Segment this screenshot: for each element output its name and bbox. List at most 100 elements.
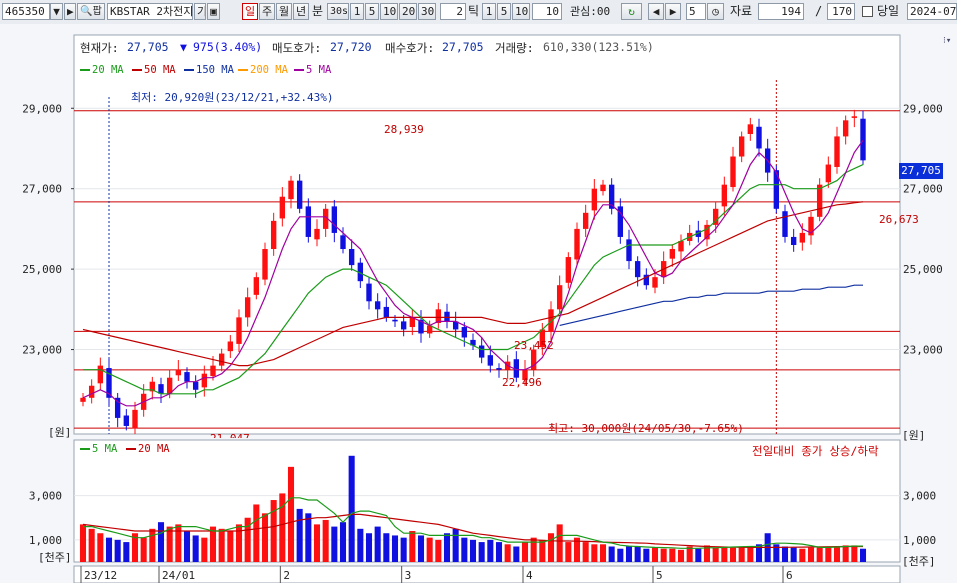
- scroll-left-icon[interactable]: ◀: [648, 3, 664, 20]
- volume-bar: [270, 500, 277, 562]
- volume-bar: [703, 545, 711, 562]
- volume-bar: [825, 546, 832, 562]
- interval-5[interactable]: 5: [365, 3, 379, 20]
- today-checkbox[interactable]: [862, 6, 873, 17]
- candle-body: [652, 277, 658, 288]
- volume-legend-ma20[interactable]: 20 MA: [126, 443, 170, 455]
- page-step-input[interactable]: 5: [686, 3, 706, 20]
- volume-bar: [686, 546, 693, 562]
- volume-bar: [435, 539, 442, 562]
- volume-bar: [781, 546, 789, 562]
- volume-bar: [253, 504, 260, 562]
- tab-minute[interactable]: 분: [312, 4, 324, 18]
- settings-icon[interactable]: ⁝▾: [943, 36, 952, 46]
- tab-30s[interactable]: 30s: [327, 3, 349, 20]
- volume-legend-ma5[interactable]: 5 MA: [80, 443, 117, 455]
- price-tick-label-left: 29,000: [22, 102, 62, 115]
- candle-body: [123, 415, 130, 426]
- interval-30[interactable]: 30: [418, 3, 436, 20]
- volume-bar: [365, 533, 373, 562]
- volume-bar: [331, 526, 338, 562]
- candle-body: [782, 211, 788, 237]
- tab-day[interactable]: 일: [242, 3, 258, 20]
- date-tick-label: 5: [656, 569, 663, 582]
- volume-bar: [582, 542, 589, 562]
- volume-bar: [296, 508, 303, 562]
- volume-bar: [374, 526, 381, 562]
- price-tick-label-right: 23,000: [903, 344, 943, 357]
- volume-bar: [452, 528, 459, 562]
- ask-price-label: 매도호가:: [272, 41, 322, 55]
- candle-body: [444, 311, 450, 322]
- legend-ma5[interactable]: 5 MA: [294, 64, 331, 76]
- legend-ma50[interactable]: 50 MA: [132, 64, 176, 76]
- volume-bar: [773, 544, 780, 562]
- data-count-input[interactable]: 194: [758, 3, 804, 20]
- candle-body: [756, 126, 762, 149]
- candle-body: [114, 397, 121, 418]
- volume-bar: [183, 531, 191, 562]
- volume-bar: [123, 542, 130, 562]
- tick-1[interactable]: 1: [482, 3, 496, 20]
- volume-unit-left: [천주]: [38, 551, 72, 564]
- down-triangle-icon: ▼: [180, 40, 187, 54]
- candle-body: [747, 124, 754, 134]
- legend-ma150[interactable]: 150 MA: [184, 64, 234, 76]
- tick-input[interactable]: 2: [440, 3, 466, 20]
- volume-tick-label-left: 1,000: [29, 534, 62, 547]
- price-ma50-line: [82, 201, 864, 367]
- volume-unit-right: [천주]: [902, 555, 936, 568]
- volume-bar: [235, 524, 243, 562]
- ask-price-value: 27,720: [330, 40, 372, 54]
- stock-code-input[interactable]: 465350: [2, 3, 50, 20]
- interval-1[interactable]: 1: [350, 3, 364, 20]
- interval-10[interactable]: 10: [380, 3, 398, 20]
- volume-bar: [400, 537, 407, 562]
- volume-bar: [79, 524, 87, 562]
- candle-body: [643, 274, 650, 286]
- candle-body: [201, 373, 208, 388]
- tab-year[interactable]: 년: [293, 3, 309, 20]
- next-arrow-icon[interactable]: ▶: [64, 3, 76, 20]
- volume-bar: [729, 547, 737, 562]
- candle-body: [790, 236, 797, 245]
- volume-bar: [227, 531, 234, 562]
- volume-bar: [417, 535, 425, 562]
- price-tick-label-right: 25,000: [903, 263, 943, 276]
- date-axis-panel: [73, 565, 901, 583]
- refresh-icon[interactable]: ↻: [621, 3, 642, 20]
- fullscreen-icon[interactable]: ▣: [207, 3, 220, 20]
- candle-body: [158, 384, 164, 394]
- volume-bar: [391, 535, 399, 562]
- price-tick-label-left: 25,000: [22, 263, 62, 276]
- volume-bar: [573, 537, 581, 562]
- scroll-right-icon[interactable]: ▶: [665, 3, 681, 20]
- volume-bar: [157, 522, 165, 562]
- candle-body: [626, 239, 632, 262]
- volume-bar: [209, 526, 217, 562]
- volume-bar: [218, 528, 225, 562]
- interval-20[interactable]: 20: [399, 3, 417, 20]
- volume-bar: [660, 548, 667, 562]
- high-note: 최고: 30,000원(24/05/30,-7.65%): [548, 422, 744, 435]
- candle-body: [738, 136, 745, 157]
- date-input[interactable]: 2024-07-: [907, 3, 957, 20]
- price-ma150-line: [559, 284, 863, 326]
- period-label-gi[interactable]: 기: [194, 3, 206, 20]
- candle-body: [175, 369, 182, 376]
- legend-ma200[interactable]: 200 MA: [238, 64, 288, 76]
- candle-body: [288, 180, 294, 200]
- tick-5[interactable]: 5: [497, 3, 511, 20]
- tick-count-input[interactable]: 10: [532, 3, 562, 20]
- candle-body: [218, 353, 225, 366]
- clock-icon[interactable]: ◷: [707, 3, 724, 20]
- tab-month[interactable]: 월: [276, 3, 292, 20]
- candle-body: [348, 249, 355, 266]
- tick-10[interactable]: 10: [512, 3, 530, 20]
- search-icon[interactable]: 🔍팝: [77, 3, 105, 20]
- code-dropdown-button[interactable]: ▼: [50, 3, 63, 20]
- tab-week[interactable]: 주: [259, 3, 275, 20]
- volume-bar: [625, 546, 633, 562]
- volume-bar: [591, 544, 598, 562]
- legend-ma20[interactable]: 20 MA: [80, 64, 124, 76]
